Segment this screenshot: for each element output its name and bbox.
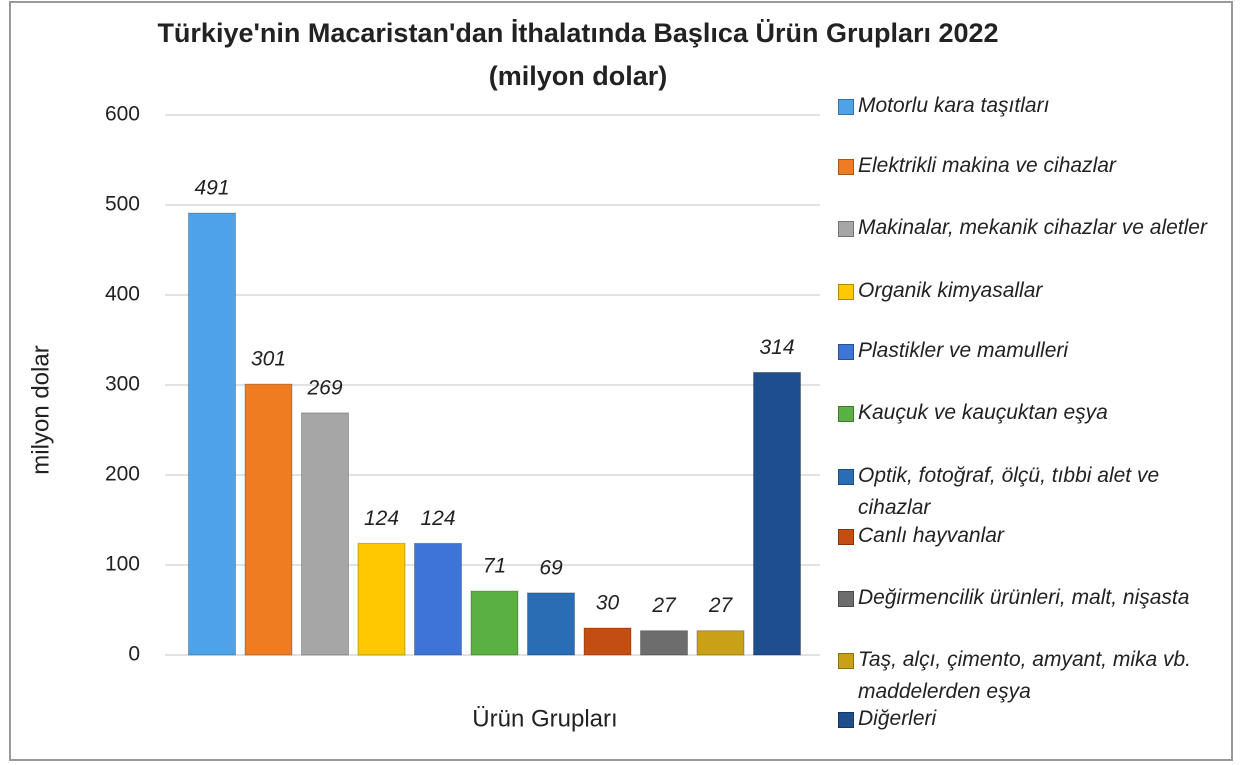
y-tick-label: 300 [105,373,140,396]
legend-swatch [838,221,854,237]
frame [9,1,1233,761]
legend-label: Kauçuk ve kauçuktan eşya [858,401,1108,424]
bar [583,627,632,656]
value-label: 69 [539,556,563,579]
legend-swatch [838,406,854,422]
y-tick-label: 600 [105,103,140,126]
chart-subtitle: (milyon dolar) [489,61,668,91]
legend-label: Optik, fotoğraf, ölçü, tıbbi alet ve cih… [858,464,1160,519]
bar [640,630,688,656]
legend-swatch [838,591,854,607]
y-tick-label: 0 [128,643,140,666]
value-label: 27 [651,594,677,617]
y-tick-label: 400 [105,283,140,306]
legend-label: Plastikler ve mamulleri [858,339,1069,362]
legend-swatch [838,529,854,545]
legend-label: Diğerleri [858,707,937,730]
value-label: 30 [596,592,620,615]
legend-swatch [838,284,854,300]
bar [301,412,349,656]
bar [753,371,801,656]
y-tick-label: 100 [105,553,140,576]
legend-label: Değirmencilik ürünleri, malt, nişasta [858,586,1190,609]
legend-label: Makinalar, mekanik cihazlar ve aletler [858,216,1207,239]
bar [244,383,293,656]
legend-swatch [838,159,854,175]
value-label: 314 [759,336,794,359]
y-axis-title: milyon dolar [27,345,54,474]
value-label: 491 [194,177,229,200]
legend-swatch [838,653,854,669]
legend-label: Taş, alçı, çimento, amyant, mika vb. mad… [858,648,1192,703]
value-label: 301 [251,348,286,371]
value-label: 124 [420,507,455,530]
legend-swatch [838,99,854,115]
legend-swatch [838,469,854,485]
legend-swatch [838,712,854,728]
bar [470,590,519,656]
value-label: 27 [708,594,734,617]
bar [357,542,406,656]
value-label: 71 [483,555,506,578]
bar [527,592,575,656]
value-label: 269 [306,376,342,399]
legend-label: Canlı hayvanlar [858,524,1004,547]
y-tick-label: 500 [105,193,140,216]
chart-title: Türkiye'nin Macaristan'dan İthalatında B… [157,18,998,48]
x-axis-title: Ürün Grupları [472,705,617,732]
bar [414,542,462,656]
legend-label: Organik kimyasallar [858,279,1043,302]
value-label: 124 [364,507,399,530]
bar [696,630,745,656]
legend-swatch [838,344,854,360]
y-tick-label: 200 [105,463,140,486]
legend-label: Motorlu kara taşıtları [858,94,1050,117]
legend-label: Elektrikli makina ve cihazlar [858,154,1116,177]
bar [188,212,236,656]
